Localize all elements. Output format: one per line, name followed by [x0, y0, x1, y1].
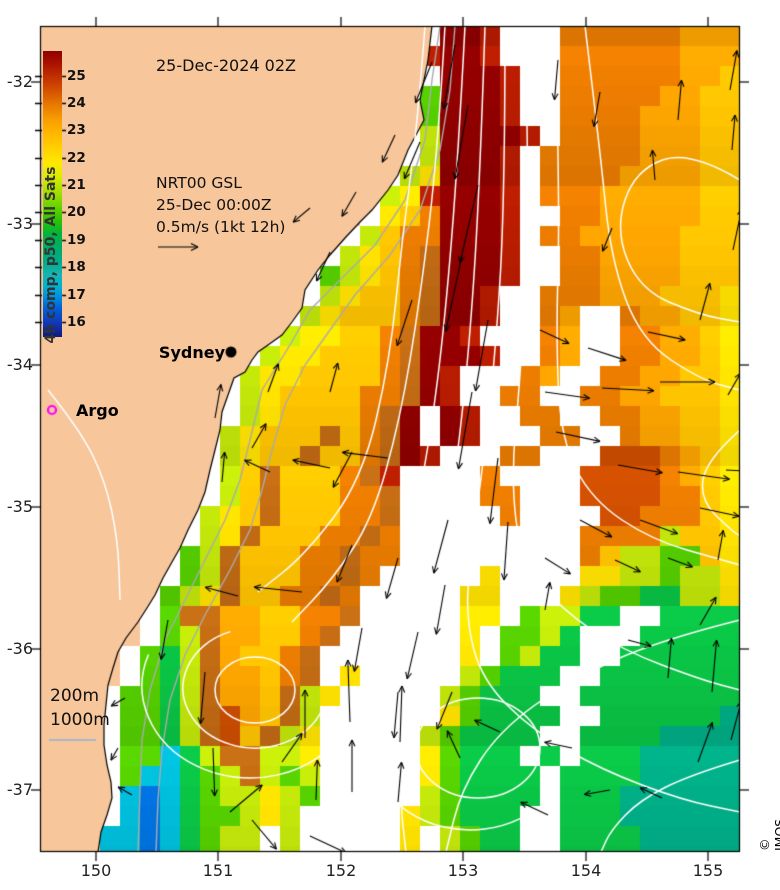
colorbar-tick-label: 20	[67, 204, 86, 221]
colorbar-tick-label: 25	[67, 67, 86, 84]
colorbar-tick-label: 24	[67, 95, 86, 111]
colorbar-tick-label: 19	[67, 231, 86, 248]
depth-200m-label: 200m	[50, 686, 100, 706]
annotation-model: NRT00 GSL	[156, 174, 242, 192]
colorbar-tick-label: 21	[67, 177, 86, 194]
y-axis-tick-label: -35	[6, 497, 33, 516]
vector-annotation: NRT00 GSL 25-Dec 00:00Z 0.5m/s (1kt 12h)	[156, 172, 285, 238]
x-axis-tick-label: 154	[570, 861, 602, 880]
colorbar-tick-label: 22	[67, 149, 86, 166]
map-title: 25-Dec-2024 02Z	[156, 56, 296, 75]
y-axis-tick-label: -36	[6, 639, 33, 658]
sst-colorbar: 4h comp, p50, All Sats	[43, 51, 62, 343]
y-axis-tick-label: -34	[6, 355, 33, 374]
colorbar-tick-label: 16	[67, 313, 86, 330]
x-axis-tick-label: 152	[325, 861, 357, 880]
y-axis-tick-label: -37	[6, 780, 33, 799]
annotation-scale: 0.5m/s (1kt 12h)	[156, 218, 286, 236]
x-axis-tick-label: 150	[80, 861, 112, 880]
depth-legend: 200m 1000m	[50, 684, 110, 732]
colorbar-label: 4h comp, p50, All Sats	[43, 166, 59, 344]
x-axis-tick-label: 151	[202, 861, 234, 880]
x-axis-tick-label: 155	[692, 861, 724, 880]
colorbar-tick-label: 23	[67, 122, 86, 139]
y-axis-tick-label: -32	[6, 72, 33, 91]
annotation-time: 25-Dec 00:00Z	[156, 196, 272, 214]
y-axis-tick-label: -33	[6, 214, 33, 233]
depth-1000m-label: 1000m	[50, 710, 110, 730]
x-axis-tick-label: 153	[447, 861, 479, 880]
credit-text: © IMOS 28-Dec-2024 15:41 Hobart	[757, 818, 780, 851]
sydney-label: Sydney	[158, 343, 225, 362]
colorbar-tick-label: 18	[67, 259, 86, 276]
colorbar-tick-label: 17	[67, 286, 86, 303]
argo-label: Argo	[76, 401, 119, 420]
